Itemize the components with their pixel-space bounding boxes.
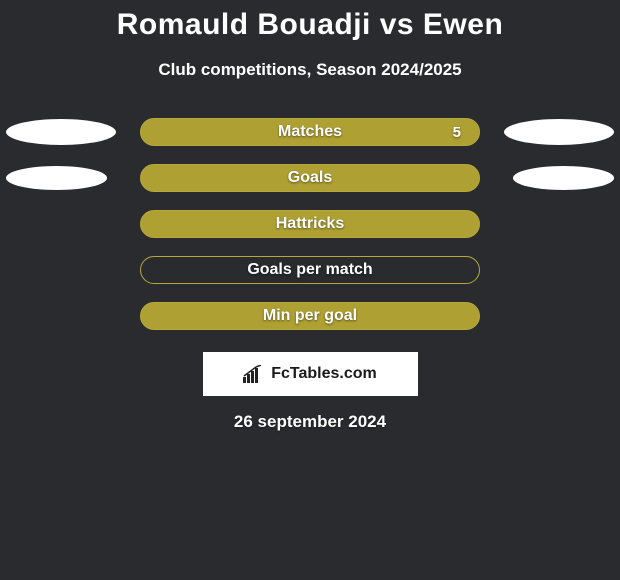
player-left-marker (6, 166, 107, 190)
stat-bar: Hattricks (140, 210, 480, 238)
stat-label: Hattricks (276, 215, 344, 233)
stat-label: Min per goal (263, 307, 357, 325)
stat-bar: Goals (140, 164, 480, 192)
stat-value: 5 (453, 124, 461, 141)
player-right-marker (513, 166, 614, 190)
stat-label: Goals per match (247, 261, 372, 279)
comparison-rows: Matches 5 Goals Hattricks Goals per match Min… (0, 118, 620, 330)
stat-bar: Matches 5 (140, 118, 480, 146)
player-right-marker (504, 119, 614, 145)
stat-label: Goals (288, 169, 332, 187)
subtitle: Club competitions, Season 2024/2025 (158, 60, 461, 80)
brand-text: FcTables.com (271, 365, 377, 383)
brand-box: FcTables.com (203, 352, 418, 396)
stat-row: Goals per match (0, 256, 620, 284)
bar-chart-icon (243, 365, 265, 383)
stat-label: Matches (278, 123, 342, 141)
date-text: 26 september 2024 (234, 412, 386, 432)
stat-row: Matches 5 (0, 118, 620, 146)
stat-bar: Goals per match (140, 256, 480, 284)
stat-row: Min per goal (0, 302, 620, 330)
stat-row: Goals (0, 164, 620, 192)
stat-bar: Min per goal (140, 302, 480, 330)
page-title: Romauld Bouadji vs Ewen (117, 8, 504, 42)
stat-row: Hattricks (0, 210, 620, 238)
player-left-marker (6, 119, 116, 145)
